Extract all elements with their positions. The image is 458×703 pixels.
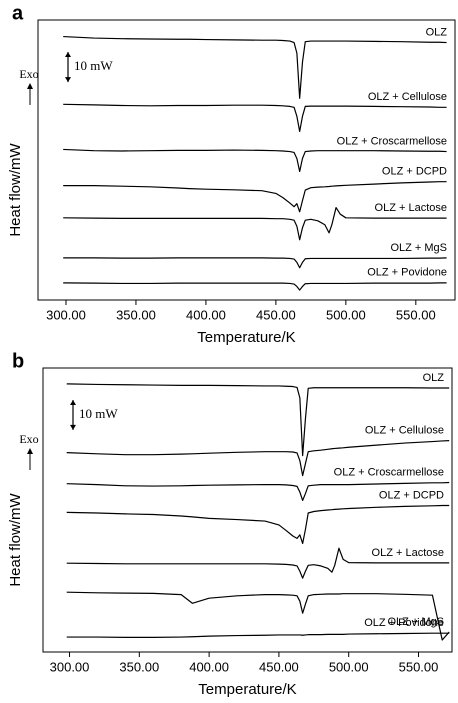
x-tick-label: 500.00 [326,307,366,322]
curve-label: OLZ + Lactose [372,547,444,559]
panel-letter: a [12,2,24,24]
curve-label: OLZ + Cellulose [365,425,444,437]
thermogram-curve [63,35,447,99]
thermogram-curve [63,148,447,173]
x-tick-label: 450.00 [256,307,296,322]
x-tick-label: 300.00 [50,659,90,674]
x-tick-label: 400.00 [186,307,226,322]
plot-frame [42,367,453,653]
x-tick-label: 300.00 [46,307,86,322]
thermogram-curve [66,547,450,579]
x-tick-label: 550.00 [399,659,439,674]
exo-arrowhead [27,83,33,89]
thermogram-curve [66,591,450,641]
curve-label: OLZ + Croscarmellose [334,466,444,478]
thermogram-curve [66,504,450,545]
curve-label: OLZ [423,372,445,384]
thermogram-curve [63,181,447,213]
thermogram-curve [63,206,447,241]
curve-label: OLZ + Croscarmellose [337,135,447,147]
curve-label: OLZ + Cellulose [368,91,447,103]
plot-frame [37,19,456,301]
curve-label: OLZ [426,26,448,38]
y-axis-label: Heat flow/mW [7,492,24,586]
x-axis-label: Temperature/K [198,681,296,698]
exo-label: Exo [19,67,38,81]
exo-arrowhead [27,448,33,454]
panel-letter: b [12,350,24,372]
curve-label: OLZ + Povidone [367,267,447,279]
x-tick-label: 350.00 [116,307,156,322]
thermogram-curve [66,481,450,502]
curve-label: OLZ + Lactose [375,202,447,214]
scale-bar-label: 10 mW [79,406,118,421]
curve-label: OLZ + MgS [390,242,447,254]
thermogram-curve [66,440,450,477]
curve-label: OLZ + Povidone [364,617,444,629]
exo-label: Exo [19,432,38,446]
scale-bar-label: 10 mW [74,58,113,73]
x-tick-label: 500.00 [329,659,369,674]
thermogram-curve [63,103,447,132]
y-axis-label: Heat flow/mW [7,142,24,236]
thermogram-curve [66,632,450,638]
curve-label: OLZ + DCPD [379,489,444,501]
thermogram-curve [66,383,450,457]
thermogram-curve [63,257,447,269]
thermogram-curve [63,282,447,291]
curve-label: OLZ + MgS [387,616,444,628]
x-tick-label: 400.00 [189,659,229,674]
x-axis-label: Temperature/K [197,329,295,346]
x-tick-label: 550.00 [396,307,436,322]
curve-label: OLZ + DCPD [382,166,447,178]
x-tick-label: 350.00 [119,659,159,674]
x-tick-label: 450.00 [259,659,299,674]
